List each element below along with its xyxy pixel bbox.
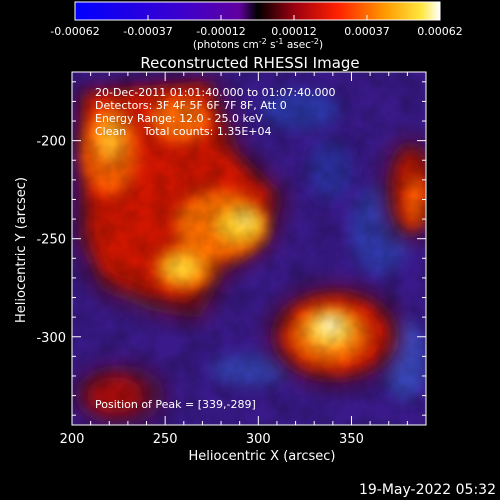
y-axis-label: Heliocentric Y (arcsec): [14, 177, 29, 323]
colorbar-gradient: [74, 1, 441, 21]
x-axis-label: Heliocentric X (arcsec): [189, 449, 336, 464]
plot-title: Reconstructed RHESSI Image: [140, 54, 359, 72]
time-range-annotation: 20-Dec-2011 01:01:40.000 to 01:07:40.000: [95, 86, 336, 99]
y-tick-label: -250: [36, 233, 66, 248]
colorbar-tick-label: -0.00062: [50, 25, 99, 38]
peak-position-annotation: Position of Peak = [339,-289]: [95, 398, 256, 411]
colorbar-units: (photons cm-2 s-1 asec-2): [193, 37, 323, 51]
colorbar-tick-label: -0.00037: [123, 25, 172, 38]
clean-counts-annotation: Clean Total counts: 1.35E+04: [95, 125, 272, 138]
solar-image: [72, 72, 426, 425]
colorbar-tick-labels: -0.00062 -0.00037 -0.00012 0.00012 0.00037 0.…: [50, 25, 462, 38]
annotation-block: 20-Dec-2011 01:01:40.000 to 01:07:40.000…: [95, 86, 336, 138]
colorbar-tick-label: -0.00012: [196, 25, 245, 38]
plot-frame: [71, 71, 427, 426]
colorbar-tick-label: 0.00037: [344, 25, 390, 38]
colorbar: -0.00062 -0.00037 -0.00012 0.00012 0.00037 0.…: [50, 1, 463, 51]
y-tick-label: -300: [36, 331, 66, 346]
x-axis: 200 250 300 350: [60, 72, 408, 447]
colorbar-tick-label: 0.00012: [271, 25, 317, 38]
colorbar-tick-label: 0.00062: [417, 25, 463, 38]
y-axis: -200 -250 -300: [36, 81, 426, 416]
x-tick-label: 200: [60, 432, 85, 447]
timestamp: 19-May-2022 05:32: [359, 482, 496, 498]
x-tick-label: 250: [153, 432, 178, 447]
detectors-annotation: Detectors: 3F 4F 5F 6F 7F 8F, Att 0: [95, 99, 287, 112]
x-tick-label: 300: [246, 432, 271, 447]
energy-range-annotation: Energy Range: 12.0 - 25.0 keV: [95, 112, 263, 125]
x-tick-label: 350: [339, 432, 364, 447]
y-tick-label: -200: [36, 135, 66, 150]
colorbar-ticks: [74, 15, 441, 20]
